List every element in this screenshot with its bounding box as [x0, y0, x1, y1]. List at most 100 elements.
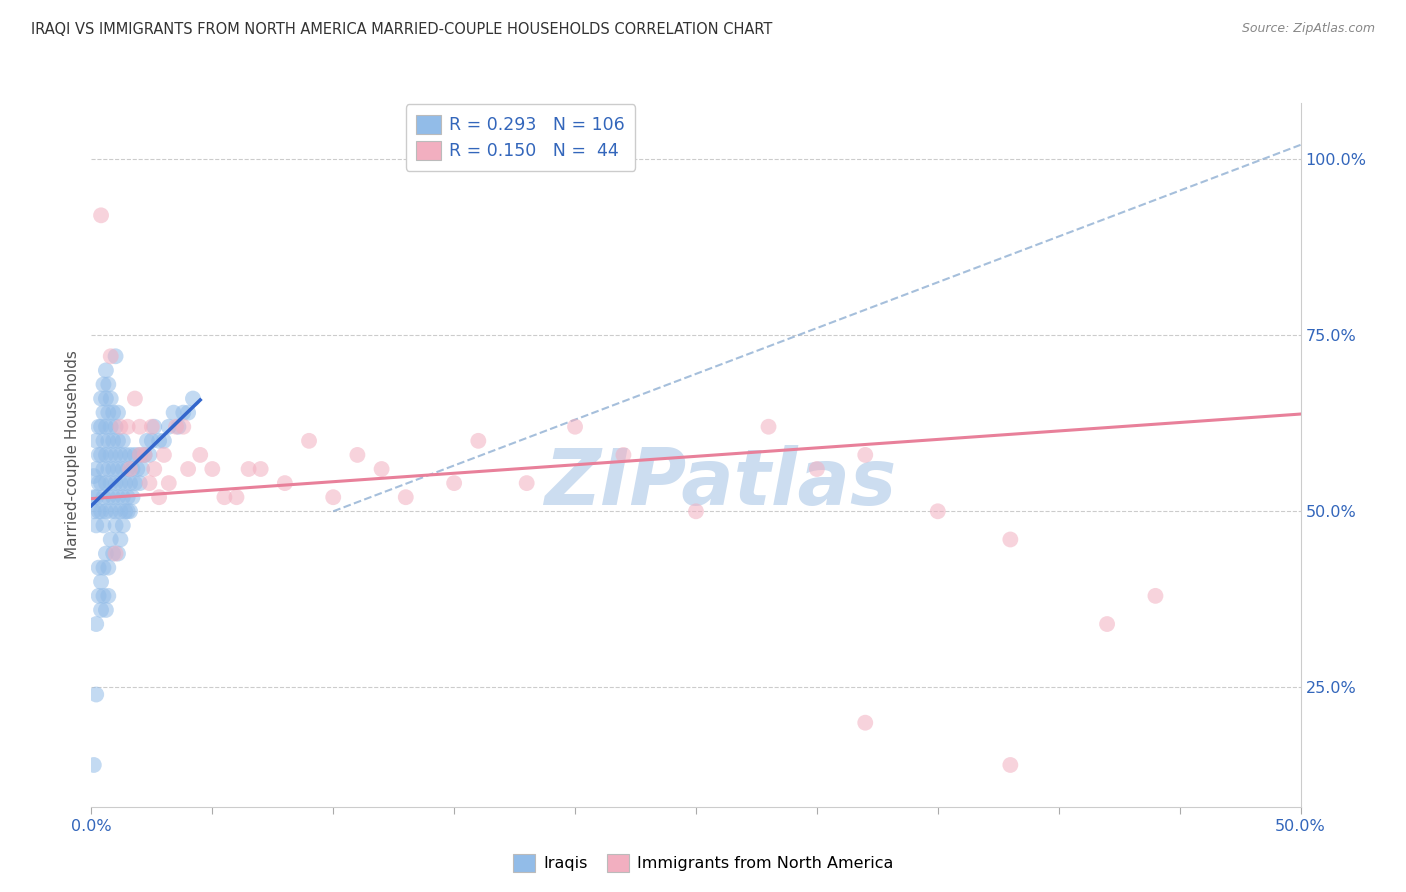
Point: [100, 476, 122, 491]
Point: [87, 504, 110, 518]
Point: [93, 518, 115, 533]
Point: [94, 547, 117, 561]
Point: [117, 462, 139, 476]
Point: [148, 434, 170, 448]
Point: [87, 589, 110, 603]
Point: [120, 504, 142, 518]
Point: [111, 462, 134, 476]
Point: [685, 504, 707, 518]
Point: [853, 715, 876, 730]
Point: [136, 434, 159, 448]
Point: [90, 476, 112, 491]
Point: [100, 504, 122, 518]
Point: [83, 504, 105, 518]
Point: [395, 490, 418, 504]
Point: [104, 349, 127, 363]
Point: [110, 476, 132, 491]
Point: [162, 406, 184, 420]
Point: [124, 448, 146, 462]
Point: [93, 589, 115, 603]
Point: [188, 448, 211, 462]
Point: [370, 462, 392, 476]
Point: [127, 462, 149, 476]
Point: [274, 476, 297, 491]
Point: [121, 462, 143, 476]
Point: [467, 434, 489, 448]
Point: [93, 560, 115, 574]
Point: [104, 419, 127, 434]
Point: [143, 462, 166, 476]
Point: [94, 363, 117, 377]
Point: [97, 406, 120, 420]
Point: [134, 448, 156, 462]
Point: [94, 476, 117, 491]
Point: [87, 419, 110, 434]
Point: [114, 476, 136, 491]
Point: [90, 392, 112, 406]
Legend: Iraqis, Immigrants from North America: Iraqis, Immigrants from North America: [505, 847, 901, 880]
Point: [141, 419, 163, 434]
Point: [346, 448, 368, 462]
Point: [87, 560, 110, 574]
Point: [101, 434, 124, 448]
Point: [1000, 533, 1022, 547]
Point: [90, 419, 112, 434]
Point: [101, 547, 124, 561]
Point: [90, 504, 112, 518]
Point: [120, 462, 142, 476]
Point: [114, 448, 136, 462]
Point: [107, 547, 129, 561]
Point: [83, 469, 105, 483]
Point: [564, 419, 586, 434]
Point: [134, 448, 156, 462]
Point: [114, 504, 136, 518]
Point: [298, 434, 321, 448]
Point: [111, 434, 134, 448]
Point: [157, 419, 180, 434]
Point: [84, 518, 107, 533]
Point: [612, 448, 634, 462]
Point: [167, 419, 190, 434]
Point: [124, 392, 146, 406]
Point: [93, 434, 115, 448]
Point: [97, 377, 120, 392]
Point: [97, 589, 120, 603]
Point: [100, 419, 122, 434]
Point: [84, 617, 107, 632]
Point: [117, 419, 139, 434]
Point: [83, 758, 105, 772]
Point: [107, 462, 129, 476]
Point: [1144, 589, 1167, 603]
Point: [153, 434, 176, 448]
Point: [104, 504, 127, 518]
Point: [157, 476, 180, 491]
Point: [87, 448, 110, 462]
Y-axis label: Married-couple Households: Married-couple Households: [65, 351, 80, 559]
Point: [172, 406, 194, 420]
Point: [83, 490, 105, 504]
Point: [107, 434, 129, 448]
Point: [120, 448, 142, 462]
Point: [107, 490, 129, 504]
Point: [100, 392, 122, 406]
Point: [94, 504, 117, 518]
Point: [117, 504, 139, 518]
Point: [131, 462, 153, 476]
Point: [201, 462, 224, 476]
Point: [104, 547, 127, 561]
Point: [1095, 617, 1118, 632]
Point: [238, 462, 260, 476]
Point: [249, 462, 271, 476]
Point: [97, 462, 120, 476]
Point: [90, 448, 112, 462]
Point: [107, 406, 129, 420]
Point: [93, 377, 115, 392]
Point: [110, 448, 132, 462]
Text: Source: ZipAtlas.com: Source: ZipAtlas.com: [1241, 22, 1375, 36]
Point: [225, 490, 247, 504]
Point: [927, 504, 949, 518]
Point: [177, 406, 200, 420]
Point: [128, 448, 150, 462]
Point: [172, 419, 194, 434]
Point: [100, 533, 122, 547]
